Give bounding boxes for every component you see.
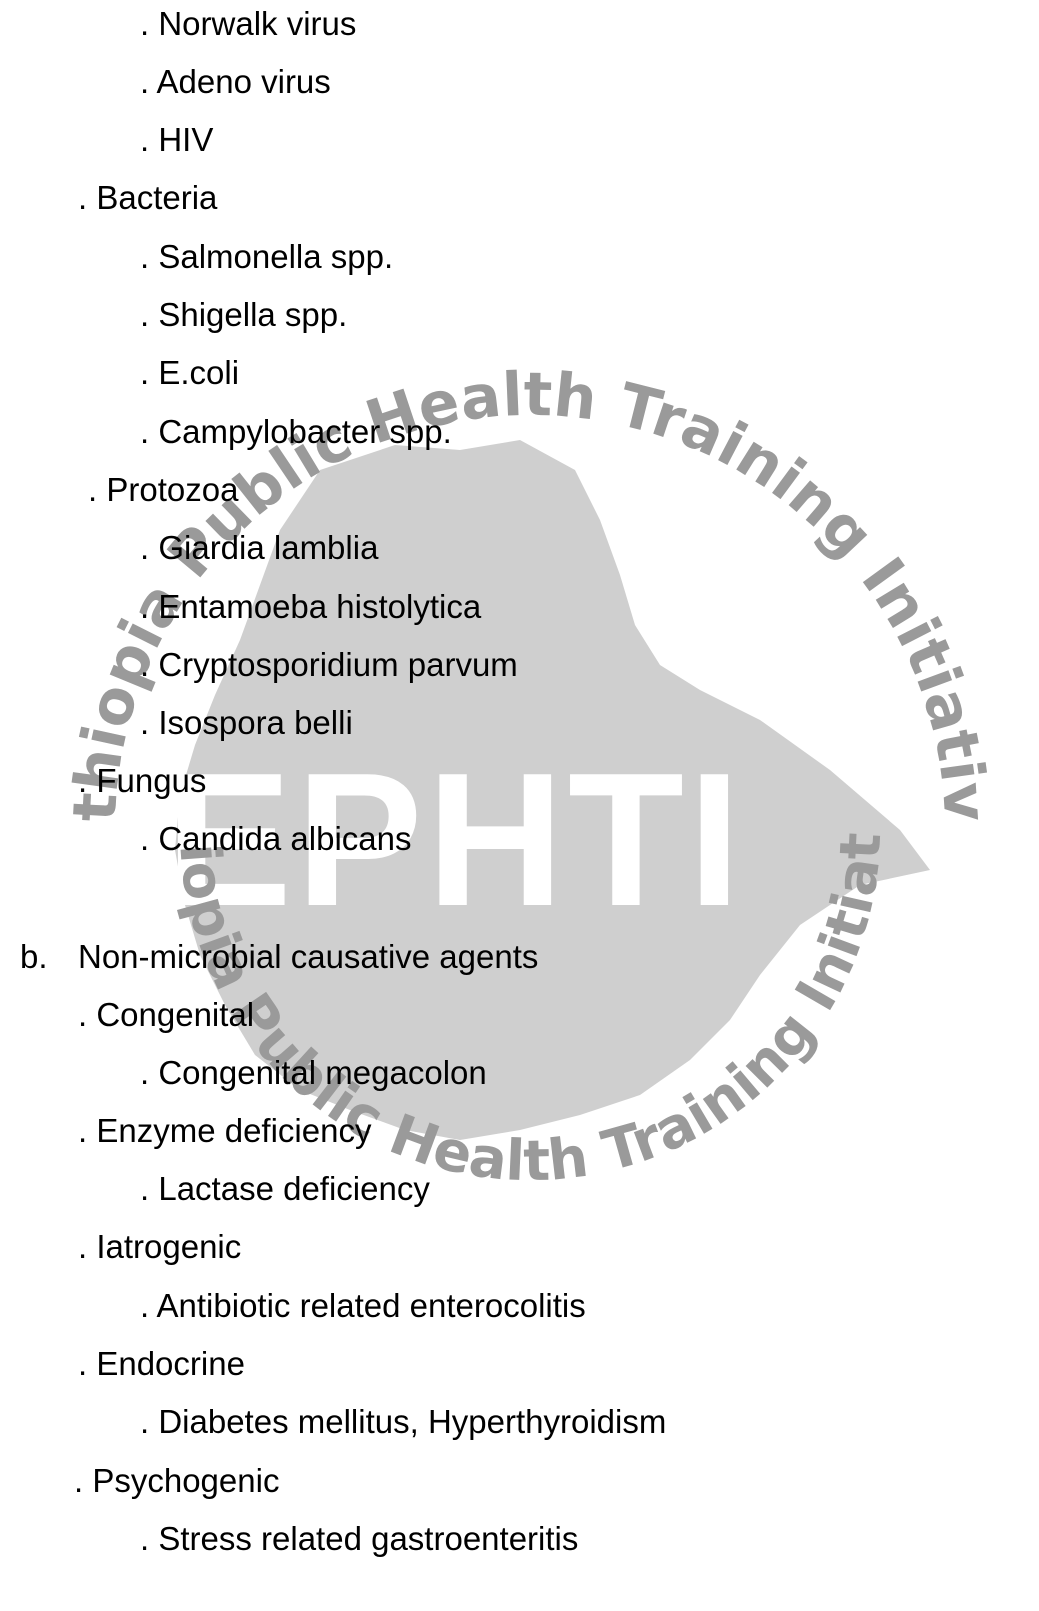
- fungus-heading: . Fungus: [78, 762, 207, 799]
- enzyme-heading: . Enzyme deficiency: [78, 1112, 372, 1149]
- fungus-item: . Candida albicans: [140, 820, 412, 857]
- enzyme-item: . Lactase deficiency: [140, 1170, 430, 1207]
- bacteria-item: . Campylobacter spp.: [140, 413, 452, 450]
- congenital-heading: . Congenital: [78, 996, 255, 1033]
- section-b-label: b.: [20, 938, 48, 975]
- psychogenic-item: . Stress related gastroenteritis: [140, 1520, 579, 1557]
- bacteria-item: . Salmonella spp.: [140, 238, 394, 275]
- iatrogenic-item: . Antibiotic related enterocolitis: [140, 1287, 586, 1324]
- protozoa-heading: . Protozoa: [88, 471, 239, 508]
- ephti-logo-text: EPHTI: [165, 734, 745, 946]
- iatrogenic-heading: . Iatrogenic: [78, 1228, 242, 1265]
- virus-item: . Norwalk virus: [140, 5, 357, 42]
- protozoa-item: . Giardia lamblia: [140, 529, 379, 566]
- protozoa-item: . Cryptosporidium parvum: [140, 646, 518, 683]
- virus-item: . HIV: [140, 121, 214, 158]
- bacteria-item: . E.coli: [140, 354, 240, 391]
- section-b-title: Non-microbial causative agents: [78, 938, 539, 975]
- virus-item: . Adeno virus: [140, 63, 331, 100]
- endocrine-item: . Diabetes mellitus, Hyperthyroidism: [140, 1403, 667, 1440]
- congenital-item: . Congenital megacolon: [140, 1054, 487, 1091]
- psychogenic-heading: . Psychogenic: [74, 1462, 280, 1499]
- protozoa-item: . Isospora belli: [140, 704, 353, 741]
- bacteria-item: . Shigella spp.: [140, 296, 348, 333]
- bacteria-heading: . Bacteria: [78, 179, 218, 216]
- protozoa-item: . Entamoeba histolytica: [140, 588, 482, 625]
- endocrine-heading: . Endocrine: [78, 1345, 245, 1382]
- ethiopia-map-shape: [175, 440, 930, 1140]
